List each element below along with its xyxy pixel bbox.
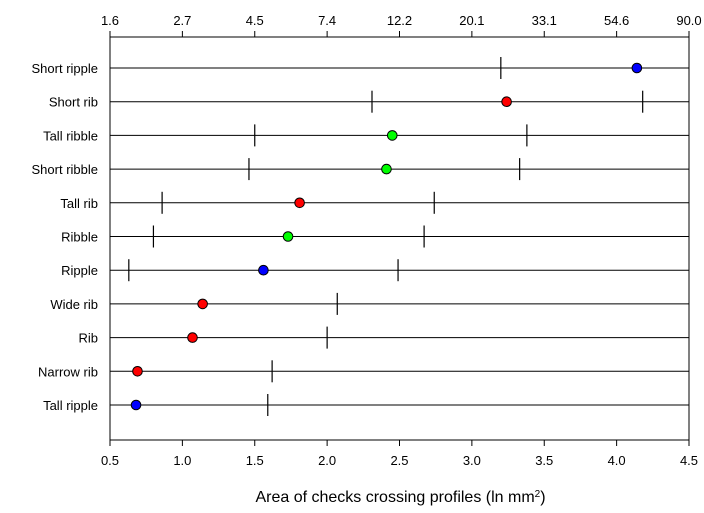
category-label: Short ribble [32,162,98,177]
x-tick-label-top: 20.1 [459,13,484,28]
x-tick-label-bottom: 3.5 [535,453,553,468]
x-tick-label-bottom: 2.0 [318,453,336,468]
x-tick-label-bottom: 3.0 [463,453,481,468]
x-tick-label-top: 54.6 [604,13,629,28]
x-tick-label-top: 4.5 [246,13,264,28]
x-tick-label-top: 12.2 [387,13,412,28]
x-tick-label-bottom: 4.0 [608,453,626,468]
x-tick-label-top: 7.4 [318,13,336,28]
category-label: Ripple [61,263,98,278]
category-label: Tall rib [60,196,98,211]
points [130,62,643,411]
x-tick-label-bottom: 2.5 [390,453,408,468]
plot-frame [109,36,690,441]
category-label: Short rib [49,95,98,110]
category-label: Narrow rib [38,364,98,379]
category-label: Wide rib [50,297,98,312]
category-label: Ribble [61,230,98,245]
data-point [501,96,512,107]
category-label: Short ripple [32,61,98,76]
data-point [197,298,208,310]
x-axis-title: Area of checks crossing profiles (ln mm2… [255,489,545,507]
interval-marks [128,57,644,416]
x-ticks-bottom: 0.5 1.0 1.5 2.0 2.5 3.0 3.5 4.0 4.5 [101,440,698,468]
x-tick-label-top: 1.6 [101,13,119,28]
data-point [294,197,305,209]
x-tick-label-top: 90.0 [676,13,701,28]
x-ticks-top: 1.6 2.7 4.5 7.4 12.2 20.1 33.1 54.6 90.0 [101,13,702,37]
data-point [132,366,143,377]
category-labels: Short ripple Short rib Tall ribble Short ri… [32,61,98,413]
category-label: Tall ribble [43,128,98,143]
data-point [258,264,269,276]
x-tick-label-bottom: 4.5 [680,453,698,468]
x-tick-label-top: 33.1 [532,13,557,28]
x-axis-title-superscript: 2 [535,489,541,500]
category-label: Tall ripple [43,398,98,413]
x-axis-title-main: Area of checks crossing profiles (ln mm [255,489,534,506]
data-point [282,231,294,242]
data-point [381,163,392,175]
x-tick-label-bottom: 0.5 [101,453,119,468]
data-point [187,332,198,343]
category-label: Rib [78,331,98,346]
x-axis-title-suffix: ) [540,489,545,506]
data-point [130,399,142,411]
x-tick-label-bottom: 1.0 [173,453,191,468]
grid-lines [110,67,689,406]
x-tick-label-top: 2.7 [173,13,191,28]
x-tick-label-bottom: 1.5 [246,453,264,468]
data-point [386,130,398,141]
data-point [631,62,643,74]
